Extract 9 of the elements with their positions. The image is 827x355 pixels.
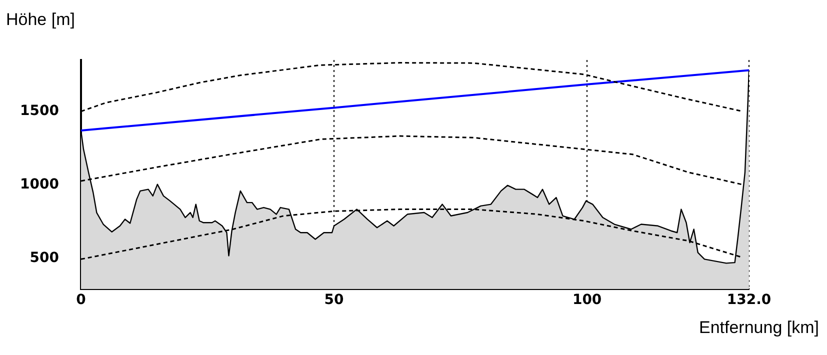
- x-axis-title: Entfernung [km]: [698, 318, 819, 338]
- x-tick-label: 50: [324, 292, 344, 308]
- x-tick-label: 100: [572, 292, 602, 308]
- y-axis-title: Höhe [m]: [6, 10, 75, 30]
- y-tick-label: 1000: [20, 176, 60, 192]
- y-tick-label: 1500: [20, 103, 60, 120]
- x-tick-label: 132.0: [726, 292, 772, 308]
- y-tick-label: 500: [30, 250, 60, 266]
- x-tick-label: 0: [76, 292, 86, 308]
